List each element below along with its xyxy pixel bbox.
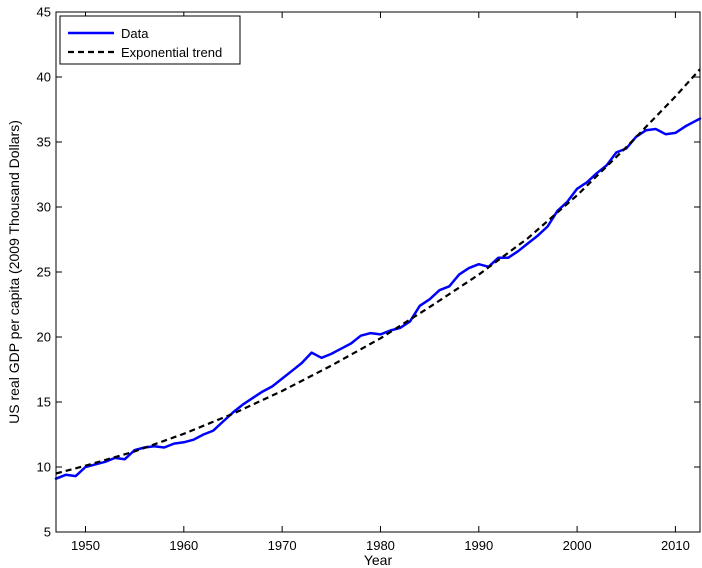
- series-line-exponential-trend: [55, 68, 701, 475]
- series-layer: [54, 68, 702, 480]
- x-tick-label-2000: 2000: [563, 538, 592, 553]
- series-line-data: [54, 117, 702, 480]
- x-axis-ticks: 1950 1960 1970 1980 1990 2000 2010: [71, 12, 690, 553]
- y-tick-label-25: 25: [37, 265, 51, 280]
- y-axis-ticks: 5 10 15 20 25 30 35 40 45: [37, 5, 700, 540]
- plot-area: [56, 12, 700, 532]
- y-tick-label-5: 5: [44, 525, 51, 540]
- x-tick-label-1960: 1960: [169, 538, 198, 553]
- x-tick-label-2010: 2010: [661, 538, 690, 553]
- y-tick-label-40: 40: [37, 70, 51, 85]
- legend-box: [59, 15, 241, 65]
- y-axis-label: US real GDP per capita (2009 Thousand Do…: [6, 120, 22, 424]
- x-tick-label-1950: 1950: [71, 538, 100, 553]
- y-tick-label-20: 20: [37, 330, 51, 345]
- x-tick-label-1980: 1980: [366, 538, 395, 553]
- plot-frame: [55, 11, 701, 533]
- legend: Data Exponential trend: [59, 15, 241, 65]
- x-tick-label-1990: 1990: [464, 538, 493, 553]
- y-tick-label-35: 35: [37, 135, 51, 150]
- y-tick-label-15: 15: [37, 395, 51, 410]
- x-tick-label-1970: 1970: [268, 538, 297, 553]
- y-tick-label-30: 30: [37, 200, 51, 215]
- legend-label-data: Data: [121, 26, 149, 41]
- x-axis-label: Year: [364, 552, 393, 568]
- legend-label-exponential-trend: Exponential trend: [121, 45, 222, 60]
- y-tick-label-10: 10: [37, 460, 51, 475]
- y-tick-label-45: 45: [37, 5, 51, 20]
